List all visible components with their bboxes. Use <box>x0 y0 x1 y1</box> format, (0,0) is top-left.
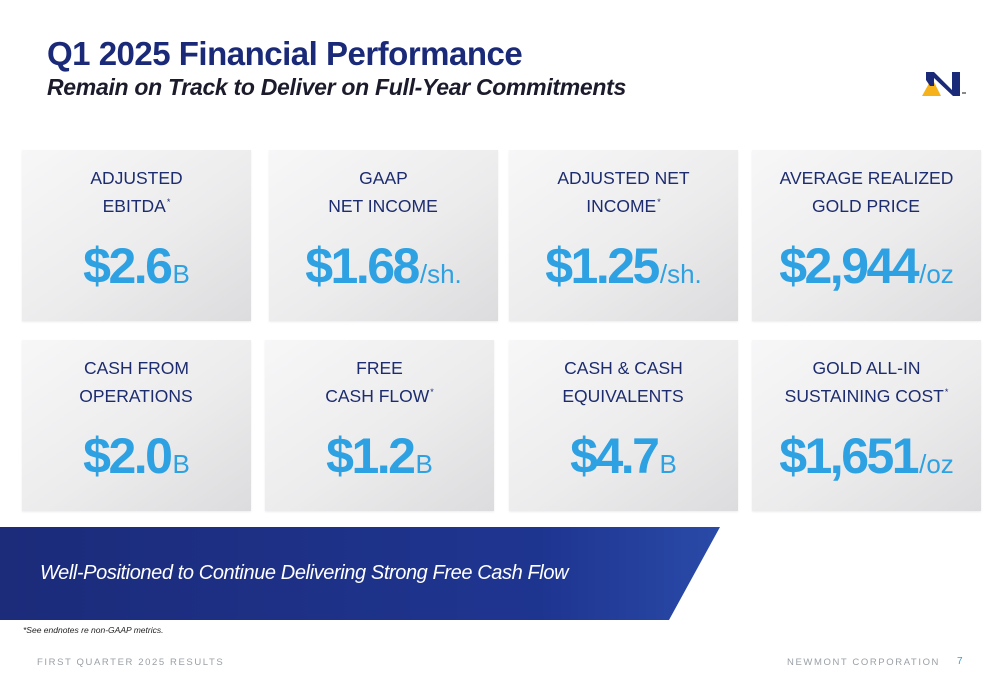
newmont-n-logo-icon <box>922 72 968 96</box>
metric-value-unit: /sh. <box>659 259 702 289</box>
highlight-banner: Well-Positioned to Continue Delivering S… <box>0 527 720 620</box>
asterisk-mark: * <box>657 197 661 207</box>
banner-text: Well-Positioned to Continue Delivering S… <box>40 562 569 584</box>
metric-value-number: $2.0 <box>83 428 173 484</box>
metric-label-line2: EBITDA <box>102 196 166 216</box>
metric-card-gold-all-in-sustaining-cost: GOLD ALL-IN SUSTAINING COST* $1,651/oz <box>752 340 981 511</box>
metric-label: GAAP NET INCOME <box>269 166 498 218</box>
banner-shape <box>0 527 720 620</box>
page-title: Q1 2025 Financial Performance <box>47 35 523 72</box>
metric-value-number: $4.7 <box>570 428 660 484</box>
metric-card-cash-and-cash-equivalents: CASH & CASH EQUIVALENTS $4.7B <box>509 340 738 511</box>
metric-label: CASH & CASH EQUIVALENTS <box>509 356 738 408</box>
metric-label-line1: FREE <box>356 358 403 378</box>
metric-value: $1.2B <box>265 427 494 485</box>
metric-value: $1.68/sh. <box>269 237 498 295</box>
metric-label: ADJUSTED EBITDA* <box>22 166 251 218</box>
metric-label-line2: GOLD PRICE <box>812 196 920 216</box>
metric-value: $2,944/oz <box>752 237 981 295</box>
metric-value-number: $2,944 <box>779 238 919 294</box>
metric-label-line2: INCOME <box>586 196 657 216</box>
metric-card-average-realized-gold-price: AVERAGE REALIZED GOLD PRICE $2,944/oz <box>752 150 981 321</box>
metric-value-unit: B <box>172 449 190 479</box>
metric-value: $2.6B <box>22 237 251 295</box>
metric-value-number: $1,651 <box>779 428 919 484</box>
metric-label-line1: GAAP <box>359 168 408 188</box>
metric-value: $1.25/sh. <box>509 237 738 295</box>
metric-label-line2: EQUIVALENTS <box>562 386 684 406</box>
metric-value-unit: /sh. <box>419 259 462 289</box>
metric-label: CASH FROM OPERATIONS <box>22 356 251 408</box>
metric-label-line2: SUSTAINING COST <box>784 386 944 406</box>
metric-card-adjusted-ebitda: ADJUSTED EBITDA* $2.6B <box>22 150 251 321</box>
metric-card-cash-from-operations: CASH FROM OPERATIONS $2.0B <box>22 340 251 511</box>
page-number: 7 <box>957 656 963 667</box>
metric-value-number: $1.2 <box>326 428 416 484</box>
metric-label-line1: AVERAGE REALIZED <box>779 168 954 188</box>
metric-value: $1,651/oz <box>752 427 981 485</box>
footer-company-name: NEWMONT CORPORATION <box>787 657 941 668</box>
metric-label-line1: CASH & CASH <box>564 358 683 378</box>
metric-card-free-cash-flow: FREE CASH FLOW* $1.2B <box>265 340 494 511</box>
footnote: *See endnotes re non-GAAP metrics. <box>23 625 164 635</box>
metric-label-line1: ADJUSTED NET <box>557 168 690 188</box>
metric-label: GOLD ALL-IN SUSTAINING COST* <box>752 356 981 408</box>
metric-card-adjusted-net-income: ADJUSTED NET INCOME* $1.25/sh. <box>509 150 738 321</box>
footer-report-name: FIRST QUARTER 2025 RESULTS <box>37 657 225 668</box>
metric-label: AVERAGE REALIZED GOLD PRICE <box>752 166 981 218</box>
metric-label: ADJUSTED NET INCOME* <box>509 166 738 218</box>
metric-label: FREE CASH FLOW* <box>265 356 494 408</box>
metric-value-unit: B <box>172 259 190 289</box>
metric-value-number: $1.68 <box>305 238 420 294</box>
metric-value: $4.7B <box>509 427 738 485</box>
metric-label-line2: CASH FLOW <box>325 386 430 406</box>
metric-value: $2.0B <box>22 427 251 485</box>
metric-label-line1: GOLD ALL-IN <box>812 358 921 378</box>
metric-card-gaap-net-income: GAAP NET INCOME $1.68/sh. <box>269 150 498 321</box>
metric-label-line2: OPERATIONS <box>79 386 193 406</box>
asterisk-mark: * <box>430 387 434 397</box>
asterisk-mark: * <box>944 387 949 397</box>
metric-label-line2: NET INCOME <box>328 196 438 216</box>
page-subtitle: Remain on Track to Deliver on Full-Year … <box>47 74 627 100</box>
asterisk-mark: * <box>166 197 171 207</box>
metric-value-unit: B <box>659 449 677 479</box>
metric-label-line1: CASH FROM <box>84 358 189 378</box>
metric-value-unit: /oz <box>919 449 954 479</box>
metric-label-line1: ADJUSTED <box>90 168 183 188</box>
metric-value-unit: /oz <box>919 259 954 289</box>
metric-value-number: $1.25 <box>545 238 660 294</box>
metric-value-number: $2.6 <box>83 238 173 294</box>
metric-value-unit: B <box>415 449 433 479</box>
